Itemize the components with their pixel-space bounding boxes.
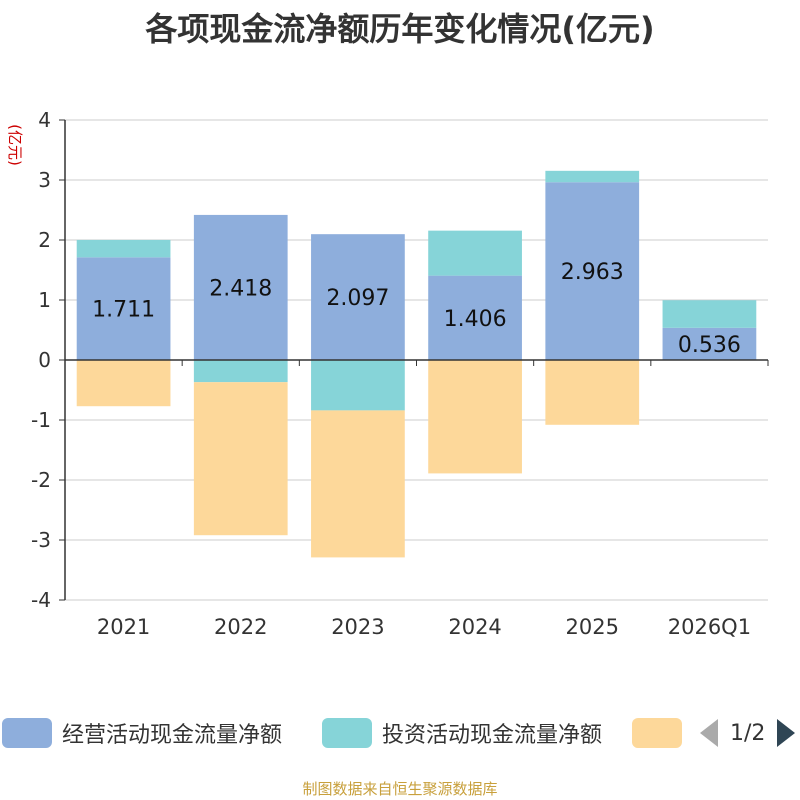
data-label-2023: 2.097	[326, 286, 389, 311]
legend-swatch-financing	[632, 718, 682, 748]
x-tick-label: 2022	[214, 615, 267, 639]
bar-investing-2022	[193, 360, 288, 383]
data-label-2024: 1.406	[444, 307, 507, 332]
y-tick-label: 4	[38, 108, 51, 132]
bar-investing-2025	[545, 170, 640, 183]
bar-operating-2024	[428, 275, 522, 360]
x-tick-label: 2021	[97, 615, 150, 639]
y-tick-label: -1	[31, 408, 51, 432]
x-tick-label: 2023	[331, 615, 384, 639]
chart-canvas: 4 3 2 1 0 -1 -2 -3 -4 (亿元) 1.711 2021 2.418 2022 2.097…	[6, 108, 769, 639]
x-tick-label: 2024	[448, 615, 501, 639]
pager-prev-icon[interactable]	[700, 719, 718, 747]
y-tick-label: -3	[31, 528, 51, 552]
x-tick-label: 2025	[566, 615, 619, 639]
bar-financing-2022	[193, 382, 288, 536]
bar-operating-2026Q1	[662, 327, 757, 360]
bar-operating-2025	[545, 182, 640, 360]
legend-item-operating[interactable]: 经营活动现金流量净额	[2, 716, 282, 750]
data-label-2021: 1.711	[92, 298, 155, 323]
y-tick-label: 3	[38, 168, 51, 192]
bar-investing-2023	[311, 360, 405, 411]
bar-investing-2024	[428, 230, 522, 276]
bar-operating-2022	[193, 214, 288, 360]
bar-operating-2023	[311, 234, 405, 360]
y-axis-title: (亿元)	[6, 124, 24, 166]
data-label-2026Q1: 0.536	[678, 333, 741, 358]
bar-operating-2021	[76, 257, 171, 360]
legend-item-investing[interactable]: 投资活动现金流量净额	[322, 716, 602, 750]
legend-item-financing[interactable]	[632, 716, 682, 750]
pager-next-icon[interactable]	[777, 719, 796, 747]
data-label-2025: 2.963	[561, 260, 624, 285]
data-label-2022: 2.418	[209, 276, 272, 301]
bar-financing-2023	[311, 410, 405, 558]
y-tick-label: 2	[38, 228, 51, 252]
bar-financing-2025	[545, 360, 640, 425]
x-tick-label: 2026Q1	[668, 615, 751, 639]
y-tick-label: 1	[38, 288, 51, 312]
bar-financing-2021	[76, 360, 171, 407]
legend-swatch-investing	[322, 718, 372, 748]
legend-label-operating: 经营活动现金流量净额	[62, 723, 283, 748]
pager-text: 1/2	[730, 720, 766, 746]
legend-label-investing: 投资活动现金流量净额	[382, 723, 603, 748]
y-tick-label: -4	[31, 588, 51, 612]
y-tick-label: -2	[31, 468, 51, 492]
source-note: 制图数据来自恒生聚源数据库	[302, 780, 498, 798]
chart-title: 各项现金流净额历年变化情况(亿元)	[145, 10, 655, 48]
legend: 经营活动现金流量净额 投资活动现金流量净额	[0, 716, 800, 756]
legend-swatch-operating	[2, 718, 52, 748]
bar-financing-2024	[428, 360, 522, 474]
bar-investing-2021	[76, 239, 171, 258]
legend-pager: 1/2	[700, 716, 796, 750]
bar-investing-2026Q1	[662, 300, 757, 328]
y-tick-label: 0	[38, 348, 51, 372]
